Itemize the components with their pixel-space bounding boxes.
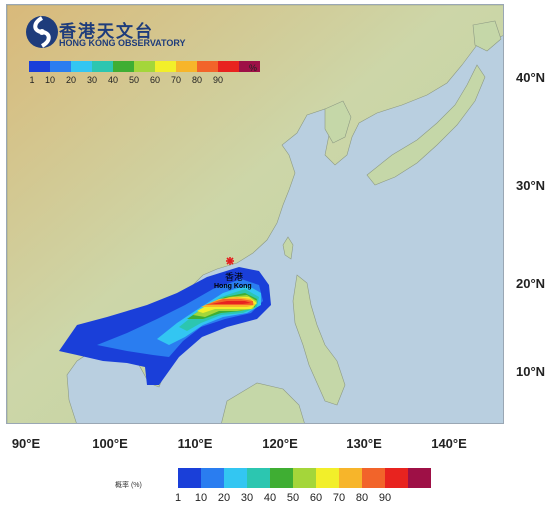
lat-label: 40°N bbox=[516, 70, 546, 85]
bottom-legend-swatch bbox=[316, 468, 343, 488]
bottom-legend-swatch bbox=[385, 468, 412, 488]
top-legend-swatch bbox=[71, 61, 92, 72]
top-legend-tick: 80 bbox=[191, 75, 203, 85]
bottom-legend-tick: 50 bbox=[286, 492, 300, 504]
taiwan bbox=[282, 236, 294, 260]
bottom-legend-tick: 1 bbox=[174, 492, 182, 504]
top-legend-tick: 20 bbox=[65, 75, 77, 85]
top-legend-tick: 60 bbox=[149, 75, 161, 85]
lon-label: 100°E bbox=[92, 436, 128, 451]
top-legend-swatch bbox=[50, 61, 71, 72]
bottom-legend-swatch bbox=[224, 468, 251, 488]
japan bbox=[366, 64, 486, 186]
top-legend-tick: 50 bbox=[128, 75, 140, 85]
lat-label: 30°N bbox=[516, 178, 546, 193]
bottom-legend-tick: 20 bbox=[217, 492, 231, 504]
bottom-legend-swatch bbox=[293, 468, 320, 488]
observatory-emblem-icon bbox=[26, 16, 58, 48]
korea bbox=[324, 100, 352, 144]
philippines bbox=[292, 274, 346, 406]
top-legend-tick: 40 bbox=[107, 75, 119, 85]
map-panel: 香港天文台 HONG KONG OBSERVATORY 1 10 20 30 4… bbox=[6, 4, 504, 424]
bottom-legend-tick: 30 bbox=[240, 492, 254, 504]
bottom-legend-swatch bbox=[201, 468, 228, 488]
bottom-legend-swatch bbox=[247, 468, 274, 488]
lon-label: 120°E bbox=[262, 436, 298, 451]
bottom-legend-tick: 90 bbox=[378, 492, 392, 504]
probability-plume bbox=[59, 267, 271, 385]
lon-label: 140°E bbox=[431, 436, 467, 451]
top-legend-tick: 10 bbox=[44, 75, 56, 85]
hokkaido bbox=[472, 20, 502, 52]
city-marker-icon bbox=[226, 257, 234, 265]
top-legend-unit: % bbox=[249, 63, 258, 73]
top-legend-swatch bbox=[218, 61, 239, 72]
lon-label: 90°E bbox=[11, 436, 41, 451]
top-legend-swatch bbox=[155, 61, 176, 72]
map-canvas bbox=[7, 5, 503, 423]
borneo bbox=[221, 382, 305, 423]
plume-90pct bbox=[211, 301, 251, 304]
lon-label: 130°E bbox=[346, 436, 382, 451]
top-legend-swatch bbox=[29, 61, 50, 72]
top-legend-swatch bbox=[113, 61, 134, 72]
top-legend-swatch bbox=[92, 61, 113, 72]
top-legend-tick: 30 bbox=[86, 75, 98, 85]
bottom-legend-tick: 80 bbox=[355, 492, 369, 504]
top-legend-swatch bbox=[176, 61, 197, 72]
bottom-legend-swatch bbox=[270, 468, 297, 488]
top-legend-swatch bbox=[134, 61, 155, 72]
top-legend-tick: 90 bbox=[212, 75, 224, 85]
bottom-legend-swatch bbox=[362, 468, 389, 488]
observatory-logo bbox=[25, 15, 59, 54]
bottom-legend-swatch bbox=[408, 468, 431, 488]
logo-name-en: HONG KONG OBSERVATORY bbox=[59, 38, 186, 48]
bottom-legend-swatch bbox=[178, 468, 205, 488]
logo-name-zh: 香港天文台 bbox=[59, 22, 154, 41]
top-legend-tick: 70 bbox=[170, 75, 182, 85]
lat-label: 20°N bbox=[516, 276, 546, 291]
bottom-legend-title: 概率 (%) bbox=[115, 482, 142, 489]
city-name-zh: 香港 bbox=[225, 272, 244, 282]
city-name-en: Hong Kong bbox=[214, 283, 252, 290]
bottom-legend-tick: 60 bbox=[309, 492, 323, 504]
bottom-legend-tick: 70 bbox=[332, 492, 346, 504]
bottom-legend-tick: 40 bbox=[263, 492, 277, 504]
top-legend-swatch bbox=[239, 61, 260, 72]
lat-label: 10°N bbox=[516, 364, 546, 379]
bottom-legend-swatch bbox=[339, 468, 366, 488]
lon-label: 110°E bbox=[177, 436, 213, 451]
top-legend-tick: 1 bbox=[29, 75, 35, 85]
bottom-legend-tick: 10 bbox=[194, 492, 208, 504]
top-legend-swatch bbox=[197, 61, 218, 72]
